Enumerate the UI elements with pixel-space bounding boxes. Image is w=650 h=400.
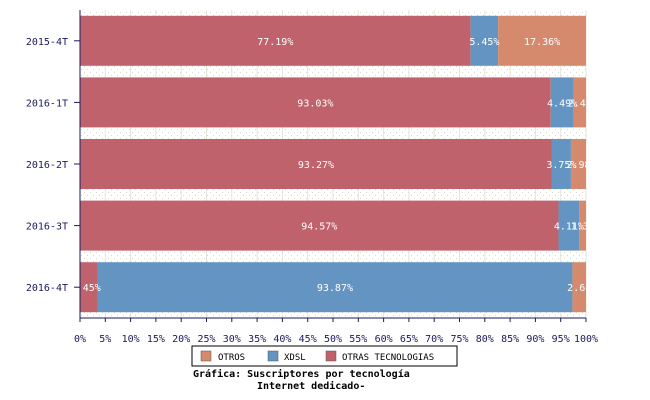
x-tick-label: 95% <box>552 334 570 345</box>
bar-segment <box>550 77 574 128</box>
chart-title-line-1: Gráfica: Suscriptores por tecnología <box>193 368 410 380</box>
legend-swatch-otros <box>200 350 212 362</box>
bar-value-label: 4.49% <box>547 98 577 109</box>
bar-segment <box>551 139 571 189</box>
x-tick-label: 25% <box>197 334 215 345</box>
x-tick-label: 45% <box>299 334 317 345</box>
bar-labels: 77.19% 5.45% 17.36% 93.03% 4.49%2.48 93.27% 3.… <box>77 37 595 294</box>
category-label: 2016-4T <box>26 283 68 294</box>
x-tick-label: 55% <box>349 334 367 345</box>
bar-value-label: 2.48 <box>568 98 592 109</box>
category-label: 2015-4T <box>26 37 68 48</box>
x-tick-label: 10% <box>122 334 140 345</box>
bar-segment <box>80 77 551 128</box>
x-tick-label: 60% <box>375 334 393 345</box>
bar-value-label: 17.36% <box>524 37 560 48</box>
bar-segment <box>570 139 586 189</box>
bar-value-label: 5.45% <box>469 37 499 48</box>
x-tick-label: 5% <box>99 334 111 345</box>
legend-swatch-otras-tecnologias <box>325 350 337 362</box>
y-axis: 2015-4T 2016-1T 2016-2T 2016-3T 2016-4T <box>26 10 81 318</box>
bar-value-label: 93.87% <box>317 283 353 294</box>
x-tick-label: 30% <box>223 334 241 345</box>
x-tick-label: 90% <box>526 334 544 345</box>
chart-title-line-2: Internet dedicado- <box>257 380 365 392</box>
bar-value-label: 94.57% <box>301 222 337 233</box>
category-label: 2016-3T <box>26 222 68 233</box>
legend-frame <box>191 345 458 367</box>
x-tick-label: 75% <box>450 334 468 345</box>
bar-value-label: 2.68 <box>567 283 591 294</box>
x-tick-label: 20% <box>172 334 190 345</box>
bars <box>80 15 586 313</box>
bar-value-label: 1.32 <box>571 222 595 233</box>
bar-value-label: 2.98 <box>566 160 590 171</box>
legend-swatch-xdsl <box>267 350 279 362</box>
x-tick-label: 80% <box>476 334 494 345</box>
category-label: 2016-2T <box>26 160 68 171</box>
bar-segment <box>470 15 499 66</box>
bar-segment <box>573 77 586 128</box>
bar-segment <box>558 200 580 251</box>
bar-segment <box>80 262 98 313</box>
x-tick-label: 35% <box>248 334 266 345</box>
bar-value-label: 3.75% <box>546 160 576 171</box>
legend-label-otras-tecnologias: OTRAS TECNOLOGIAS <box>342 353 434 363</box>
bar-value-label: .45% <box>77 283 101 294</box>
x-tick-label: 15% <box>147 334 165 345</box>
legend: OTROS XDSL OTRAS TECNOLOGIAS <box>191 345 458 367</box>
legend-label-xdsl: XDSL <box>284 353 306 363</box>
bar-segment <box>572 262 586 313</box>
x-axis: 0% 5% 10% 15% 20% 25% 30% 35% 40% 45% 50% 55% 60% 65%… <box>74 317 598 345</box>
bar-value-label: 77.19% <box>257 37 293 48</box>
bar-value-label: 93.03% <box>297 98 333 109</box>
x-tick-label: 50% <box>324 334 342 345</box>
x-tick-label: 0% <box>74 334 86 345</box>
x-tick-label: 85% <box>501 334 519 345</box>
x-tick-label: 70% <box>425 334 443 345</box>
bar-segment <box>80 15 471 66</box>
bar-segment <box>80 200 559 251</box>
bar-segment <box>80 139 552 189</box>
legend-label-otros: OTROS <box>218 353 245 363</box>
x-tick-label: 65% <box>400 334 418 345</box>
bar-segment <box>498 15 586 66</box>
bar-value-label: 93.27% <box>298 160 334 171</box>
bar-segment <box>579 200 586 251</box>
x-tick-label: 40% <box>273 334 291 345</box>
bar-segment <box>97 262 573 313</box>
bar-value-label: 4.11% <box>554 222 584 233</box>
category-label: 2016-1T <box>26 98 68 109</box>
x-tick-label: 100% <box>574 334 598 345</box>
